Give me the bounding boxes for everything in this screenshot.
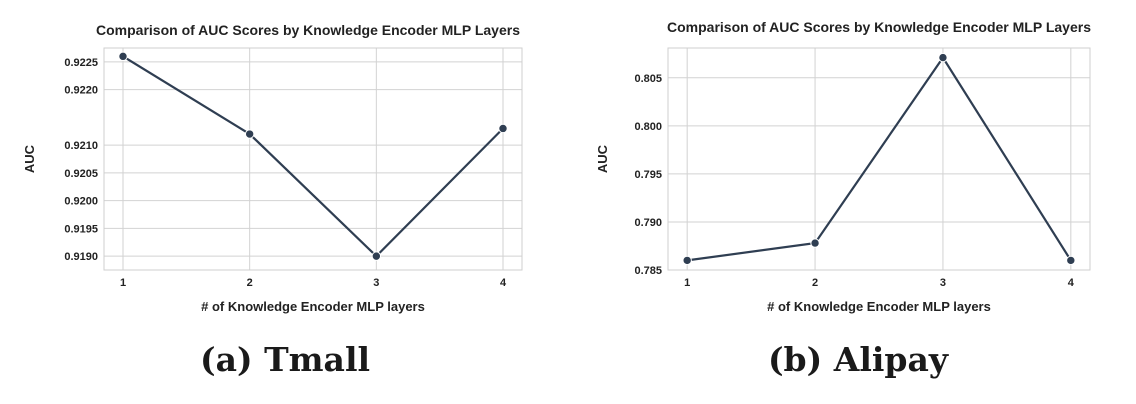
series-line [122,55,504,258]
chart-alipay: 0.785 0.790 0.795 0.800 0.805 1 2 3 4 Comparison … [595,19,1091,314]
chart-title: Comparison of AUC Scores by Knowledge En… [667,19,1091,35]
data-point [810,238,820,248]
chart-tmall: 0.9190 0.9195 0.9200 0.9205 0.9210 0.9220 0.92… [22,22,523,314]
x-axis-label: # of Knowledge Encoder MLP layers [201,299,425,314]
y-tick-label: 0.9220 [64,85,98,97]
y-axis-label: AUC [595,144,610,173]
x-tick-label: 1 [684,277,690,289]
data-point [498,123,508,134]
y-tick-label: 0.790 [634,217,662,229]
x-tick-label: 4 [1068,277,1075,289]
x-tick-label: 3 [940,277,946,289]
plot-frame [667,47,1091,271]
series-line [687,55,1072,262]
y-tick-label: 0.9200 [64,196,98,208]
y-tick-label: 0.800 [634,121,662,133]
data-point [118,51,128,62]
plot-frame [103,47,523,271]
y-axis-label: AUC [22,144,37,173]
caption-tmall: (a) Tmall [199,340,371,379]
data-point [244,129,255,139]
y-tick-label: 0.9210 [64,140,98,152]
y-tick-label: 0.9225 [64,57,98,69]
chart-title: Comparison of AUC Scores by Knowledge En… [96,22,520,38]
x-tick-label: 2 [247,277,253,289]
data-point [682,255,692,266]
y-tick-label: 0.9195 [64,223,98,235]
data-point [371,251,382,261]
y-tick-label: 0.805 [634,73,662,85]
y-tick-label: 0.9190 [64,251,98,263]
caption-alipay: (b) Alipay [767,340,949,379]
y-tick-label: 0.795 [634,169,662,181]
x-axis-label: # of Knowledge Encoder MLP layers [767,299,991,314]
x-tick-label: 2 [812,277,818,289]
x-tick-label: 4 [500,277,507,289]
x-tick-label: 3 [373,277,379,289]
y-tick-label: 0.9205 [64,168,98,180]
data-point [938,52,948,63]
data-point [1066,255,1076,266]
y-tick-label: 0.785 [634,265,662,277]
x-tick-label: 1 [120,277,126,289]
